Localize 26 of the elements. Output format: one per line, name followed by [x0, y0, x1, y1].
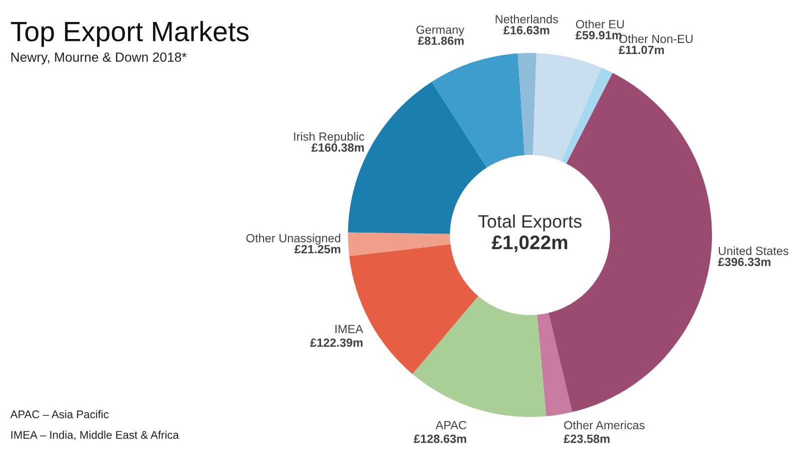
- slice-label: IMEA: [335, 324, 364, 334]
- chart-title: Top Export Markets: [10, 21, 249, 47]
- text: Total Exports: [478, 214, 582, 232]
- data-label: £396.33m: [718, 258, 770, 266]
- text: Newry, Mourne & Down 2018*: [11, 52, 187, 64]
- slice-label: Other Non-EU: [619, 34, 693, 44]
- slice-label: Other EU: [576, 20, 624, 28]
- data-label: £81.86m: [418, 36, 464, 45]
- slice-label: Netherlands: [496, 14, 558, 24]
- text: IMEA – India, Middle East & Africa: [11, 430, 179, 440]
- data-label: £11.07m: [618, 46, 664, 54]
- data-label: £128.63m: [414, 434, 466, 443]
- slice-label: United States: [718, 246, 788, 256]
- slice-label: APAC: [436, 420, 466, 430]
- data-label: £21.25m: [294, 244, 340, 254]
- text: APAC – Asia Pacific: [10, 410, 109, 418]
- data-label: £160.38m: [312, 143, 364, 152]
- slice-label: Irish Republic: [294, 132, 364, 144]
- text: £1,022m: [492, 236, 568, 252]
- data-label: £16.63m: [503, 26, 550, 34]
- slice-label: Other Americas: [564, 420, 645, 430]
- data-label: £23.58m: [564, 434, 610, 443]
- data-label: £59.91m: [576, 31, 622, 40]
- slice-label: Germany: [416, 26, 464, 36]
- slice-label: Other Unassigned: [246, 234, 340, 245]
- data-label: £122.39m: [310, 338, 362, 347]
